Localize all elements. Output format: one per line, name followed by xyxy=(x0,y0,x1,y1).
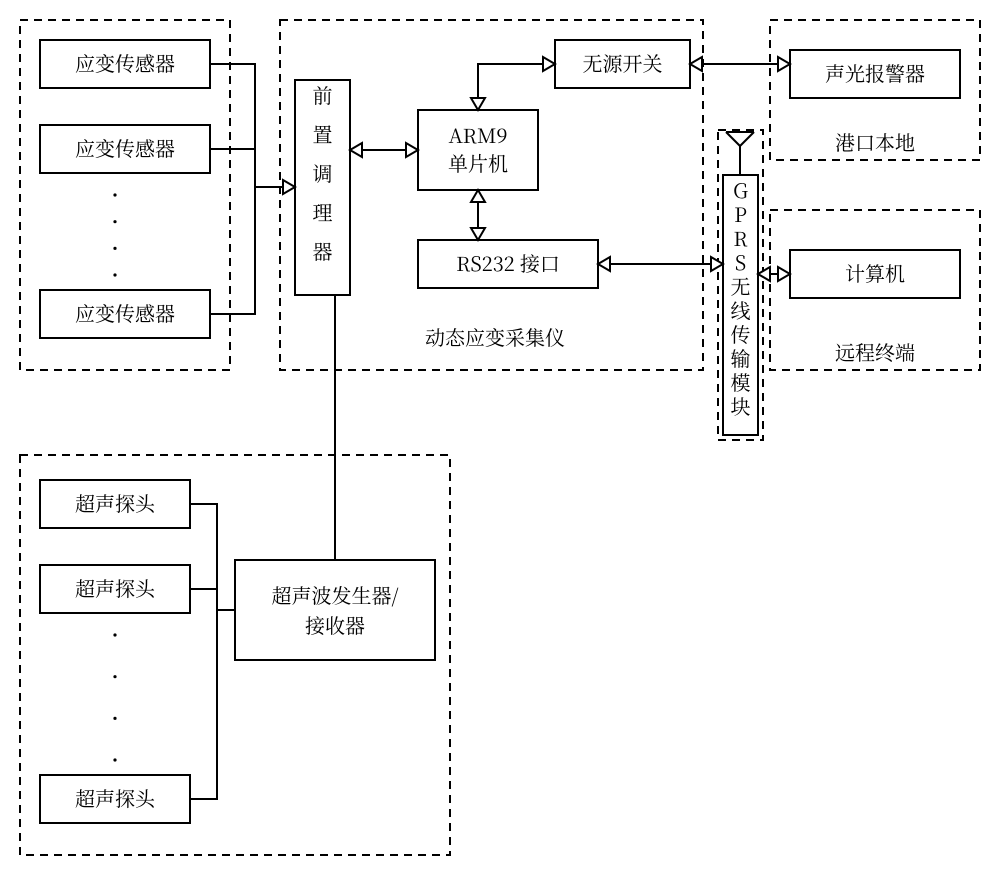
diagram-canvas: 动态应变采集仪港口本地远程终端应变传感器应变传感器应变传感器前置调理器ARM9单… xyxy=(0,0,1000,869)
svg-text:理: 理 xyxy=(313,197,333,226)
svg-text:接收器: 接收器 xyxy=(305,610,365,639)
svg-text:计算机: 计算机 xyxy=(845,258,905,287)
svg-text:超声探头: 超声探头 xyxy=(75,783,156,812)
svg-text:应变传感器: 应变传感器 xyxy=(75,48,175,77)
svg-text:前: 前 xyxy=(313,80,333,109)
svg-text:应变传感器: 应变传感器 xyxy=(75,298,175,327)
svg-text:器: 器 xyxy=(313,236,333,265)
svg-text:无源开关: 无源开关 xyxy=(583,48,663,77)
svg-text:动态应变采集仪: 动态应变采集仪 xyxy=(425,322,565,351)
svg-text:港口本地: 港口本地 xyxy=(835,127,915,156)
svg-text:ARM9: ARM9 xyxy=(449,120,508,149)
svg-text:声光报警器: 声光报警器 xyxy=(825,58,925,87)
svg-text:超声波发生器/: 超声波发生器/ xyxy=(271,580,398,609)
svg-text:单片机: 单片机 xyxy=(448,148,508,177)
svg-text:远程终端: 远程终端 xyxy=(835,337,915,366)
svg-text:RS232 接口: RS232 接口 xyxy=(456,248,560,277)
svg-text:应变传感器: 应变传感器 xyxy=(75,133,175,162)
svg-text:调: 调 xyxy=(313,158,333,187)
svg-text:超声探头: 超声探头 xyxy=(75,488,156,517)
svg-text:块: 块 xyxy=(731,391,751,420)
svg-text:置: 置 xyxy=(313,119,333,148)
svg-text:超声探头: 超声探头 xyxy=(75,573,156,602)
